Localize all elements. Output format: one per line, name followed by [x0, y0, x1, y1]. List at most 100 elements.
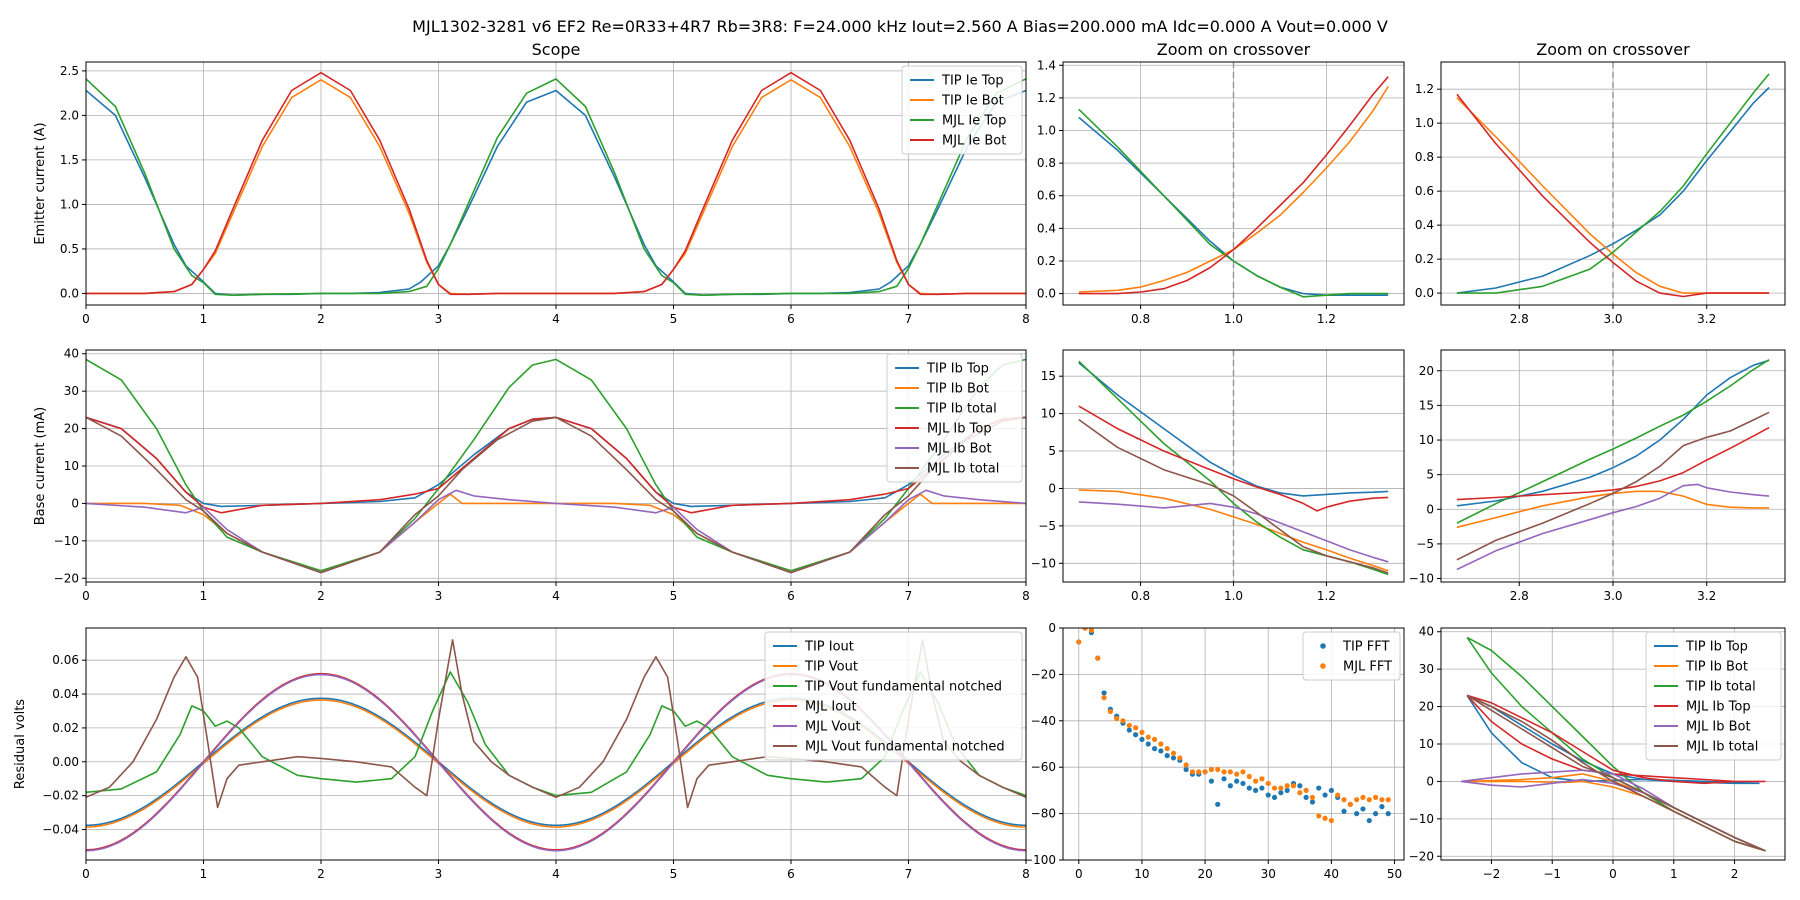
- data-point: [1316, 813, 1322, 819]
- data-point: [1271, 794, 1278, 800]
- data-point: [1322, 792, 1328, 798]
- data-point: [1082, 628, 1088, 631]
- x-tick-label: 7: [905, 867, 913, 881]
- axes-layer: 0 1 2 3 4 5 6 7 8 0.0 0.5 1.0 1.5 2.0 2.5 Scope Emitter …: [13, 40, 1786, 881]
- x-tick-label: 30: [1261, 867, 1276, 881]
- y-axis-label: Emitter current (A): [33, 122, 48, 244]
- y-tick-label: 0: [1426, 502, 1434, 516]
- data-point: [1126, 722, 1132, 729]
- y-tick-label: −10: [1409, 572, 1434, 586]
- axes-title: Zoom on crossover: [1157, 40, 1311, 59]
- x-tick-label: 4: [552, 312, 560, 326]
- y-tick-label: 40: [64, 347, 79, 361]
- series-line: [86, 78, 1026, 296]
- series-line: [1456, 73, 1770, 294]
- y-tick-label: 0.8: [1415, 150, 1434, 164]
- legend: TIP Ib Top TIP Ib Bot TIP Ib total MJL Ib T…: [886, 353, 1023, 483]
- x-tick-label: 2: [317, 867, 325, 881]
- y-tick-label: −5: [1038, 519, 1056, 533]
- axes-emitter_zoom1: 0.8 1.0 1.2 0.0 0.2 0.4 0.6 0.8 1.0 1.2 1.4 Zoom on…: [1037, 40, 1405, 326]
- y-tick-label: 0.6: [1415, 184, 1434, 198]
- plot-area: [1456, 73, 1770, 298]
- y-tick-label: 0.0: [1037, 287, 1056, 301]
- data-point: [1328, 817, 1334, 824]
- series-line: [1078, 108, 1389, 298]
- y-tick-label: 15: [1419, 398, 1434, 412]
- y-tick-label: 20: [64, 422, 79, 436]
- x-tick-label: 6: [787, 867, 795, 881]
- x-tick-label: 0.8: [1131, 312, 1150, 326]
- y-tick-label: −100: [1023, 853, 1056, 867]
- data-point: [1366, 817, 1372, 824]
- x-tick-label: 5: [670, 867, 678, 881]
- x-tick-label: 0: [1609, 867, 1617, 881]
- y-tick-label: 2.5: [60, 64, 79, 78]
- x-tick-label: 5: [670, 589, 678, 603]
- data-point: [1253, 778, 1259, 784]
- x-tick-label: 2.8: [1510, 589, 1529, 603]
- data-point: [1341, 797, 1347, 803]
- data-point: [1379, 804, 1385, 810]
- x-tick-label: 2.8: [1510, 312, 1529, 326]
- y-tick-label: 0: [1048, 481, 1056, 495]
- series-line: [86, 416, 1026, 574]
- y-tick-label: 0.4: [1415, 218, 1434, 232]
- plot-area: [1078, 360, 1389, 576]
- x-tick-label: 0.8: [1131, 589, 1150, 603]
- data-point: [1215, 801, 1221, 807]
- x-tick-label: 1.0: [1224, 312, 1243, 326]
- data-point: [1303, 794, 1309, 800]
- y-tick-label: −20: [54, 571, 79, 585]
- y-tick-label: 20: [1419, 364, 1434, 378]
- y-tick-label: 1.0: [1037, 123, 1056, 137]
- legend-label: TIP Ib Top: [926, 362, 989, 377]
- data-point: [1366, 797, 1372, 803]
- legend: TIP Iout TIP Vout TIP Vout fundamental not…: [764, 631, 1023, 761]
- legend-label: TIP FFT: [1342, 640, 1389, 655]
- x-tick-label: 8: [1022, 589, 1030, 603]
- y-tick-label: 5: [1426, 468, 1434, 482]
- legend-label: MJL Ie Bot: [942, 134, 1006, 149]
- data-point: [1265, 792, 1271, 798]
- axes-title: Scope: [532, 40, 581, 59]
- y-tick-label: 0: [1426, 774, 1434, 788]
- y-tick-label: 0.2: [1037, 254, 1056, 268]
- legend-marker: [1320, 663, 1326, 669]
- series-line: [1456, 483, 1770, 571]
- x-tick-label: 1.2: [1317, 589, 1336, 603]
- legend-label: MJL Ie Top: [942, 114, 1006, 129]
- data-point: [1234, 771, 1240, 777]
- data-point: [1221, 769, 1227, 775]
- data-point: [1253, 787, 1259, 794]
- y-tick-label: 0.4: [1037, 221, 1056, 235]
- data-point: [1284, 783, 1290, 789]
- legend-label: MJL Ib total: [1686, 740, 1758, 755]
- data-point: [1170, 755, 1177, 761]
- x-tick-label: 5: [670, 312, 678, 326]
- y-tick-label: 10: [1419, 737, 1434, 751]
- y-tick-label: 0: [1048, 621, 1056, 635]
- data-point: [1328, 787, 1334, 794]
- x-tick-label: 7: [905, 312, 913, 326]
- legend-label: TIP Vout: [804, 660, 858, 675]
- data-point: [1076, 639, 1082, 645]
- plot-area: [1461, 636, 1766, 852]
- y-tick-label: −10: [1409, 812, 1434, 826]
- x-tick-label: −2: [1483, 867, 1501, 881]
- data-point: [1341, 808, 1347, 814]
- x-tick-label: 2: [317, 589, 325, 603]
- data-point: [1385, 797, 1391, 803]
- y-tick-label: 30: [64, 384, 79, 398]
- data-point: [1164, 746, 1170, 752]
- x-tick-label: 40: [1324, 867, 1339, 881]
- x-tick-label: 0: [82, 312, 90, 326]
- data-point: [1354, 811, 1360, 817]
- plot-area: [86, 358, 1026, 574]
- y-tick-label: 0.2: [1415, 252, 1434, 266]
- data-point: [1234, 778, 1240, 784]
- legend-box: [1645, 631, 1782, 761]
- data-point: [1151, 746, 1158, 752]
- plot-area: [1456, 359, 1770, 571]
- axes-title: Zoom on crossover: [1536, 40, 1690, 59]
